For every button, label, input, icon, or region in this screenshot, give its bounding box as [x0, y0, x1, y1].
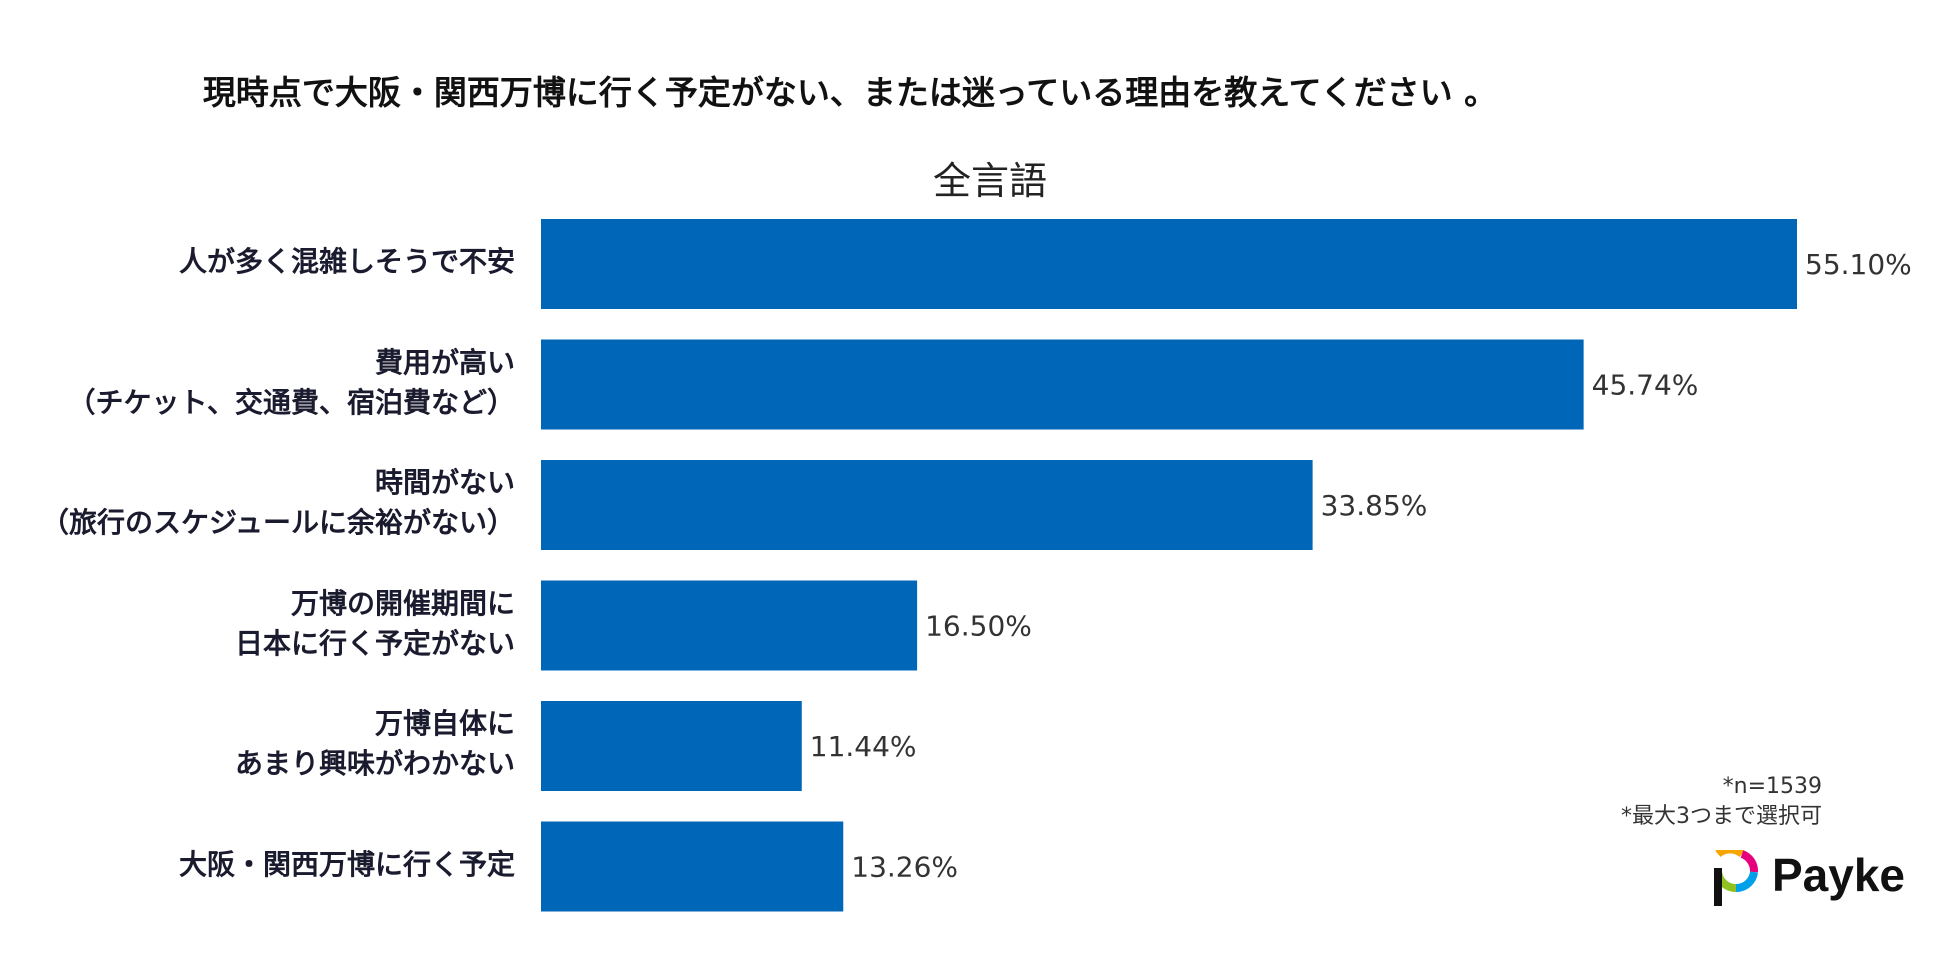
bar-5 — [541, 701, 802, 791]
value-label-6: 13.26% — [851, 851, 958, 884]
category-label-line: 大阪・関西万博に行く予定 — [178, 847, 515, 881]
sample-size-note: *n=1539 — [1722, 774, 1822, 799]
bar-6 — [541, 821, 844, 912]
chart-notes: *n=1539 *最大3つまで選択可 — [1621, 772, 1822, 832]
bar-1 — [541, 219, 1797, 309]
payke-logo: Payke — [1712, 845, 1922, 910]
chart-title: 現時点で大阪・関西万博に行く予定がない、または迷っている理由を教えてください 。 — [202, 73, 1498, 112]
category-label-6: 大阪・関西万博に行く予定 — [179, 845, 515, 885]
payke-logo-text: Payke — [1772, 849, 1906, 901]
selection-note: *最大3つまで選択可 — [1621, 804, 1822, 829]
category-label-2: 費用が高い （チケット、交通費、宿泊費など） — [68, 343, 515, 423]
value-label-3: 33.85% — [1321, 489, 1428, 522]
category-label-line: 人が多く混雑しそうで不安 — [178, 245, 515, 278]
category-label-5: 万博自体にあまり興味がわかない — [235, 704, 515, 784]
value-label-2: 45.74% — [1592, 369, 1699, 402]
value-label-1: 55.10% — [1805, 248, 1912, 281]
category-label-line: （旅行のスケジュールに余裕がない） — [40, 506, 515, 539]
category-label-4: 万博の開催期間に日本に行く予定がない — [235, 584, 515, 664]
chart-subtitle: 全言語 — [932, 159, 1047, 203]
payke-logo-icon — [1714, 845, 1758, 906]
category-label-line: 万博の開催期間に — [290, 586, 515, 620]
category-label-line: 費用が高い — [374, 345, 515, 379]
value-label-5: 11.44% — [810, 730, 917, 763]
category-label-line: 万博自体に — [374, 707, 515, 740]
category-label-line: 時間がない — [374, 466, 515, 499]
bar-2 — [541, 339, 1584, 430]
category-label-line: （チケット、交通費、宿泊費など） — [67, 385, 515, 419]
category-label-line: あまり興味がわかない — [234, 747, 515, 780]
category-label-line: 日本に行く予定がない — [234, 626, 515, 660]
category-label-1: 人が多く混雑しそうで不安 — [179, 242, 515, 282]
bar-4 — [541, 580, 918, 671]
category-label-3: 時間がない （旅行のスケジュールに余裕がない） — [41, 463, 515, 543]
bar-3 — [541, 460, 1313, 550]
value-label-4: 16.50% — [925, 610, 1032, 643]
